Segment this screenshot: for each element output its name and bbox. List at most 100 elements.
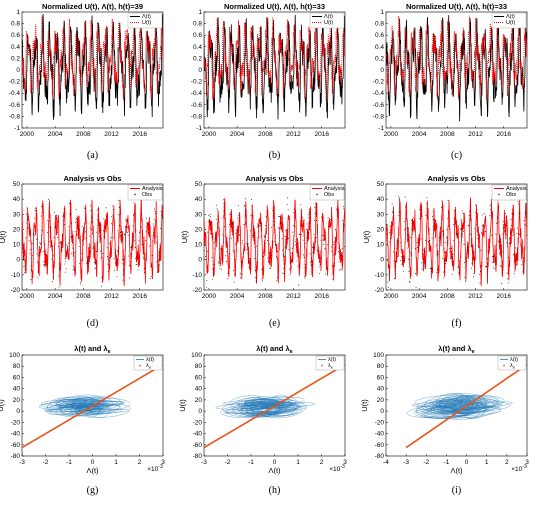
obs-point [395, 252, 397, 254]
obs-point [493, 267, 495, 269]
plot-area [386, 14, 527, 122]
y-tick-label: 0 [380, 408, 384, 415]
obs-point [304, 278, 306, 280]
obs-point [518, 212, 520, 214]
lambda-t-loop [92, 403, 110, 418]
x-tick-label: 2000 [20, 293, 35, 300]
obs-point [150, 276, 152, 278]
panel-title: Normalized U(t), Λ(t), h(t)=39 [42, 2, 143, 11]
x-tick-label: 2008 [258, 293, 273, 300]
obs-point [214, 231, 216, 233]
lambda-t-loop [435, 393, 470, 411]
obs-point [238, 235, 240, 237]
obs-point [57, 246, 59, 248]
obs-point [449, 258, 451, 260]
obs-point [331, 250, 333, 252]
obs-point [204, 249, 205, 251]
y-axis-label: U(t) [360, 399, 369, 412]
obs-point [489, 205, 491, 206]
obs-point [240, 274, 242, 276]
obs-point [526, 233, 527, 235]
obs-point [161, 214, 163, 216]
obs-point [411, 228, 413, 230]
y-tick-label: -0.2 [191, 79, 203, 86]
y-tick-label: 20 [195, 226, 203, 233]
obs-point [316, 250, 318, 252]
obs-point [267, 240, 268, 241]
x-tick-label: 3 [525, 459, 529, 466]
obs-point [281, 227, 282, 229]
obs-point [392, 212, 394, 214]
obs-point [162, 241, 163, 243]
obs-point [71, 253, 73, 254]
obs-point [450, 247, 452, 249]
y-tick-label: 20 [377, 397, 385, 404]
obs-point [44, 264, 46, 266]
obs-point [80, 283, 82, 285]
obs-point [508, 256, 510, 258]
y-axis-label: U(t) [178, 399, 187, 412]
obs-point [210, 216, 212, 217]
obs-point [112, 209, 114, 211]
obs-point [402, 270, 404, 272]
obs-point [455, 223, 457, 225]
obs-point [332, 278, 334, 280]
obs-point [219, 268, 221, 270]
y-tick-label: 1 [380, 9, 384, 16]
lambda-t-loop [267, 407, 298, 416]
obs-point [41, 212, 43, 213]
obs-point [420, 238, 422, 240]
obs-point [61, 235, 63, 237]
plot-frame [21, 183, 164, 291]
lambda-t-loop [241, 398, 282, 416]
obs-point [158, 264, 160, 266]
lambda-t-loop [416, 400, 474, 419]
obs-point [424, 247, 426, 249]
y-tick-label: 0 [198, 257, 202, 264]
obs-point [295, 239, 297, 241]
obs-point [95, 251, 97, 253]
obs-point [513, 273, 515, 275]
obs-point [405, 218, 407, 220]
legend-label: Analysis [506, 186, 527, 192]
obs-point [483, 224, 485, 226]
obs-point [150, 266, 152, 268]
obs-point [337, 251, 339, 252]
obs-point [148, 224, 150, 226]
obs-point [136, 263, 138, 265]
obs-point [260, 235, 262, 237]
obs-point [28, 226, 30, 228]
obs-point [525, 224, 527, 226]
obs-point [299, 225, 301, 227]
obs-point [400, 252, 402, 254]
y-tick-label: 0.8 [375, 21, 384, 28]
x-tick-label: 2000 [20, 131, 35, 138]
obs-point [91, 228, 93, 230]
lambda-t-loop [455, 400, 468, 415]
obs-point [336, 209, 338, 211]
obs-point [408, 271, 410, 272]
obs-point [388, 241, 390, 243]
obs-point [37, 261, 38, 263]
obs-point [48, 220, 50, 222]
obs-point [97, 219, 99, 221]
y-tick-label: -1 [196, 125, 202, 132]
obs-point [297, 250, 298, 252]
obs-point [497, 241, 499, 243]
obs-point [236, 229, 238, 231]
y-tick-label: -0.8 [9, 113, 21, 120]
obs-point [75, 209, 77, 211]
obs-point [456, 236, 458, 237]
obs-point [232, 223, 234, 225]
obs-point [424, 251, 425, 253]
obs-point [464, 276, 466, 278]
obs-point [221, 258, 223, 260]
x-tick-label: 2012 [468, 131, 483, 138]
obs-point [393, 260, 395, 262]
y-tick-label: 0 [380, 257, 384, 264]
obs-point [42, 229, 44, 231]
obs-point [454, 225, 456, 227]
obs-point [38, 252, 40, 254]
obs-point [77, 228, 79, 230]
y-tick-label: -0.2 [373, 79, 385, 86]
